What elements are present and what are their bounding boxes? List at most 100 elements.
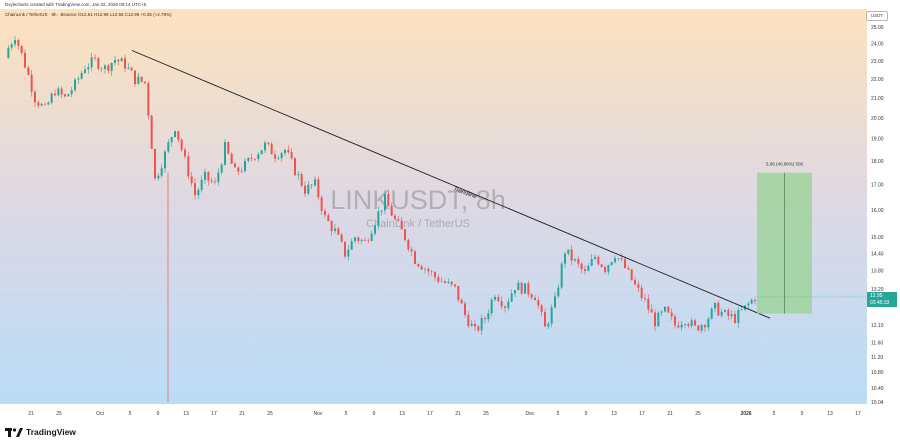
candle-body	[214, 181, 216, 183]
candle-body	[150, 115, 153, 149]
candle	[474, 319, 476, 332]
candle	[644, 293, 646, 303]
candle-body	[317, 179, 320, 198]
candle-body	[314, 179, 316, 186]
candle-body	[247, 158, 250, 161]
candle	[134, 70, 136, 87]
candle-body	[537, 300, 540, 306]
tradingview-logo[interactable]: TradingView	[5, 427, 76, 437]
candle	[27, 65, 30, 76]
candle	[47, 101, 50, 106]
candle-body	[174, 131, 176, 137]
candle	[400, 217, 403, 230]
candle-body	[287, 149, 290, 153]
candle	[270, 141, 273, 155]
candle-body	[617, 258, 620, 259]
candle-body	[457, 286, 460, 300]
candle	[750, 298, 753, 305]
plot-background	[0, 9, 867, 404]
candle-body	[614, 258, 616, 263]
time-tick-label: 25	[267, 411, 273, 417]
candle-body	[574, 259, 576, 261]
candle	[647, 294, 650, 314]
candle-body	[474, 323, 476, 327]
candle	[170, 136, 173, 147]
candle	[64, 93, 66, 98]
candle	[344, 241, 346, 259]
candle	[424, 267, 426, 274]
candle-body	[374, 225, 376, 234]
candle	[70, 86, 73, 98]
candle-body	[134, 70, 136, 84]
candle	[700, 323, 703, 334]
candle	[577, 256, 580, 268]
candle	[387, 189, 390, 206]
candle-body	[77, 78, 80, 80]
candle-body	[140, 76, 143, 82]
candle-body	[577, 259, 580, 264]
candle-body	[187, 156, 190, 177]
candle	[67, 93, 70, 97]
candle-body	[127, 67, 130, 69]
candle	[187, 152, 190, 180]
candle	[54, 89, 56, 97]
candle-body	[444, 281, 446, 283]
candle-body	[540, 305, 543, 312]
candle-body	[624, 259, 626, 268]
candle-body	[494, 296, 496, 300]
price-tick-label: 24.00	[871, 41, 884, 47]
candle-body	[680, 324, 683, 328]
candle-body	[387, 194, 390, 206]
candle-body	[37, 102, 40, 106]
candle	[464, 301, 466, 318]
candle-body	[340, 234, 343, 242]
candle-body	[724, 310, 726, 312]
candle	[194, 178, 196, 200]
time-tick-label: 17	[211, 411, 217, 417]
candle-body	[437, 277, 440, 282]
candle-body	[124, 58, 126, 69]
candle-body	[74, 79, 76, 91]
candle	[614, 255, 616, 264]
candle	[267, 142, 270, 146]
candle	[24, 49, 26, 69]
candle-body	[180, 139, 183, 150]
candle-body	[647, 298, 650, 310]
candle	[60, 86, 63, 99]
candle	[600, 263, 603, 268]
candle-body	[620, 258, 623, 260]
candle-body	[14, 40, 16, 45]
brand-name: TradingView	[26, 427, 76, 437]
candle-body	[157, 175, 160, 179]
candle	[330, 219, 333, 236]
watermark: LINKUSDT, 8h ChainLink / TetherUS	[330, 185, 506, 230]
price-tick-label: 10.04	[871, 400, 884, 406]
candle	[677, 321, 680, 329]
price-tick-label: 17.00	[871, 183, 884, 189]
candle-body	[97, 58, 100, 69]
currency-badge[interactable]: USDT	[866, 11, 888, 21]
candle	[290, 148, 293, 161]
candle	[244, 158, 246, 174]
candle-body	[550, 307, 553, 324]
candle-body	[484, 318, 486, 320]
candle-body	[57, 88, 60, 96]
candle-body	[17, 40, 20, 46]
watermark-subtitle: ChainLink / TetherUS	[366, 218, 470, 230]
candle-body	[534, 297, 536, 301]
candle-body	[354, 237, 356, 242]
candle	[237, 166, 240, 175]
candle	[167, 139, 170, 153]
candle	[334, 223, 336, 234]
candle	[230, 152, 233, 164]
candle	[624, 256, 626, 269]
price-axis-labels: 25.00 24.00 23.00 22.00 21.00 20.00 19.00 18.00…	[871, 25, 884, 406]
candle-body	[510, 293, 513, 302]
price-tick-label: 11.60	[871, 340, 883, 346]
candle	[504, 305, 506, 313]
candle	[447, 278, 450, 284]
candle	[117, 59, 120, 66]
candle	[247, 157, 250, 163]
candle-body	[167, 142, 170, 152]
